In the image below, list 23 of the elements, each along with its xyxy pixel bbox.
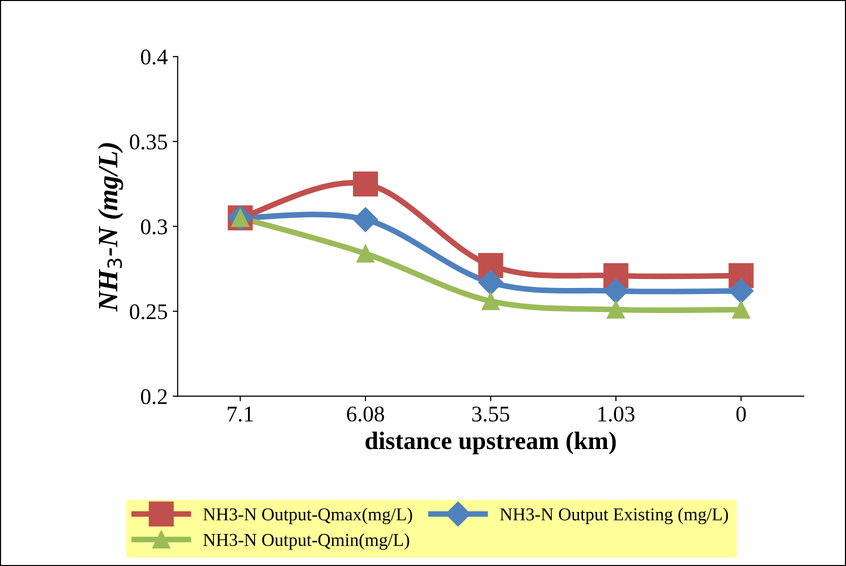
x-tick-label: 6.08 — [346, 406, 384, 422]
x-tick-label: 1.03 — [598, 406, 634, 422]
y-tick-label: 0.2 — [141, 389, 167, 404]
point — [356, 244, 374, 263]
y-tick-label: 0.35 — [130, 134, 168, 150]
x-tick-label: 3.55 — [472, 406, 510, 422]
point — [728, 278, 754, 304]
x-axis-title: distance upstream (km) — [366, 432, 616, 454]
legend-label: NH3-N Output Existing (mg/L) — [500, 508, 728, 524]
point — [732, 300, 750, 319]
legend-label: NH3-N Output-Qmax(mg/L) — [203, 508, 412, 524]
point — [482, 292, 500, 310]
point — [352, 171, 378, 196]
legend-label: NH3-N Output-Qmin(mg/L) — [203, 533, 410, 550]
point — [606, 300, 625, 319]
y-tick-label: 0.3 — [141, 219, 168, 234]
y-tick-label: 0.4 — [141, 50, 168, 65]
point — [478, 270, 504, 295]
point — [352, 207, 378, 232]
y-axis-title: NH$_{3}$-N (mg/L) — [98, 143, 124, 312]
y-tick-label: 0.25 — [130, 304, 168, 320]
x-tick-label: 0 — [736, 406, 746, 422]
x-tick-label: 7.1 — [228, 406, 253, 422]
